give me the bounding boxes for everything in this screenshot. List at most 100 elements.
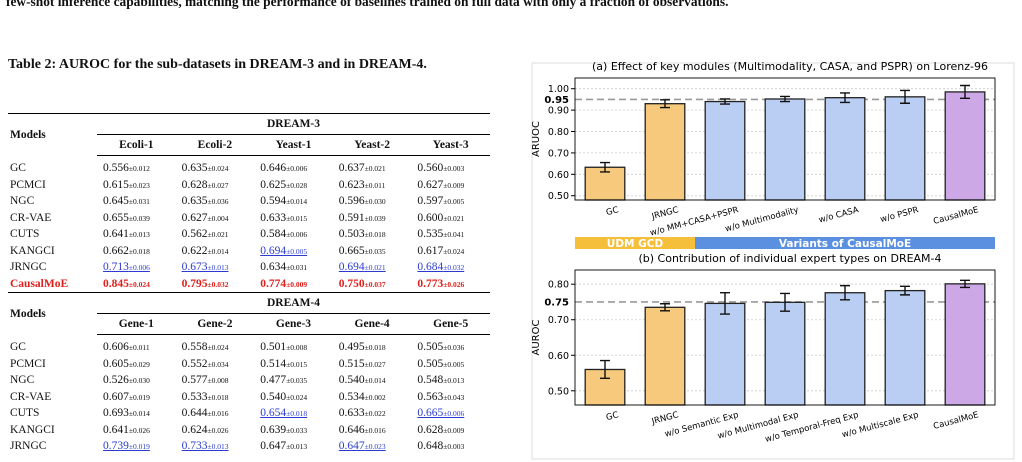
reference-label: 0.95 <box>544 95 569 106</box>
bar <box>764 301 806 406</box>
cell: 0.773±0.026 <box>411 276 490 293</box>
cell-std: ±0.036 <box>207 197 229 207</box>
cell: 0.713±0.006 <box>97 259 176 276</box>
cell: 0.563±0.043 <box>411 389 490 406</box>
cell: 0.633±0.022 <box>333 405 412 422</box>
cell: 0.562±0.021 <box>176 226 255 243</box>
cell-content: 0.646±0.006 <box>260 162 307 174</box>
cell-std: ±0.034 <box>207 359 229 369</box>
cell: 0.533±0.018 <box>176 389 255 406</box>
cell-std: ±0.004 <box>207 213 229 223</box>
cell-std: ±0.029 <box>128 359 150 369</box>
cell-value: 0.556 <box>103 162 129 175</box>
cell-value: 0.773 <box>417 277 444 290</box>
model-name: CR-VAE <box>10 390 52 403</box>
model-name: CausalMoE <box>10 277 69 290</box>
cell-content: 0.577±0.008 <box>182 374 229 386</box>
cell-value: 0.560 <box>417 162 444 175</box>
cell-content: 0.713±0.006 <box>103 261 150 273</box>
cell-content: 0.774±0.009 <box>260 278 307 290</box>
error-bar <box>900 285 910 296</box>
y-tick-label: 0.80 <box>548 127 569 138</box>
cell: 0.535±0.041 <box>411 226 490 243</box>
cell: 0.540±0.014 <box>333 372 412 389</box>
cell-std: ±0.031 <box>286 263 308 273</box>
cell-std: ±0.013 <box>128 230 150 240</box>
cell: 0.639±0.033 <box>254 422 333 439</box>
cell-value: 0.548 <box>417 374 444 387</box>
cell: 0.750±0.037 <box>333 276 412 293</box>
cell-content: 0.644±0.016 <box>182 407 229 419</box>
cell-value: 0.495 <box>338 341 365 354</box>
cell-value: 0.645 <box>103 195 129 208</box>
cell-std: ±0.023 <box>128 180 150 190</box>
cell-content: 0.655±0.039 <box>103 212 150 224</box>
column-header: Ecoli-2 <box>175 134 255 156</box>
cell-content: 0.584±0.006 <box>260 228 307 240</box>
cell-std: ±0.013 <box>207 442 229 452</box>
cell-std: ±0.018 <box>286 409 308 419</box>
cell-value: 0.597 <box>417 195 444 208</box>
error-bar <box>840 92 850 104</box>
cell-content: 0.641±0.026 <box>103 424 150 436</box>
cell-std: ±0.006 <box>286 164 308 174</box>
x-tick-label: GC <box>605 205 620 218</box>
cell-content: 0.597±0.005 <box>417 195 464 207</box>
cell-content: 0.648±0.003 <box>417 440 464 452</box>
cell: 0.594±0.014 <box>254 193 333 210</box>
cell: 0.558±0.024 <box>176 335 255 356</box>
cell-std: ±0.030 <box>128 376 150 386</box>
cell-value: 0.540 <box>338 374 365 387</box>
cell: 0.694±0.021 <box>333 259 412 276</box>
cell-content: 0.627±0.004 <box>182 212 229 224</box>
cell: 0.635±0.036 <box>176 193 255 210</box>
bar <box>944 91 986 201</box>
cell: 0.477±0.035 <box>254 372 333 389</box>
cell: 0.628±0.009 <box>411 422 490 439</box>
cell-value: 0.795 <box>181 277 208 290</box>
cell-std: ±0.002 <box>364 392 386 402</box>
y-tick-label: 0.90 <box>548 106 569 117</box>
data-row: NGC 0.645±0.031 0.635±0.036 0.594±0.014 0.59… <box>8 193 490 210</box>
cell: 0.625±0.028 <box>254 177 333 194</box>
cell-std: ±0.003 <box>443 442 465 452</box>
x-tick-label: JRNGC <box>650 410 680 427</box>
cell-content: 0.596±0.030 <box>339 195 386 207</box>
cell: 0.597±0.005 <box>411 193 490 210</box>
cell-value: 0.641 <box>103 228 129 241</box>
cell-std: ±0.019 <box>128 442 150 452</box>
cell: 0.526±0.030 <box>97 372 176 389</box>
cell: 0.647±0.023 <box>333 438 412 455</box>
y-axis-label: AUROC <box>531 320 542 356</box>
cell-content: 0.694±0.005 <box>260 245 307 257</box>
cell: 0.774±0.009 <box>254 276 333 293</box>
cell-value: 0.505 <box>417 357 444 370</box>
cell-std: ±0.008 <box>207 376 229 386</box>
model-name: CR-VAE <box>10 211 52 224</box>
cell-content: 0.540±0.024 <box>260 391 307 403</box>
plot-frame <box>574 269 996 406</box>
cell-value: 0.584 <box>260 228 287 241</box>
cell-value: 0.526 <box>103 374 129 387</box>
cell-content: 0.495±0.018 <box>339 341 386 353</box>
cell: 0.623±0.011 <box>333 177 412 194</box>
cell-value: 0.605 <box>103 357 129 370</box>
cell-value: 0.625 <box>260 178 287 191</box>
cell-std: ±0.003 <box>443 164 465 174</box>
data-row: KANGCI 0.662±0.018 0.622±0.014 0.694±0.005 0… <box>8 243 490 260</box>
figure: (a) Effect of key modules (Multimodality… <box>531 60 1015 460</box>
cell-value: 0.577 <box>181 374 208 387</box>
x-tick-label: GC <box>605 410 620 423</box>
cell: 0.591±0.039 <box>333 210 412 227</box>
subheader-row: Gene-1 Gene-2 Gene-3 Gene-4 Gene-5 <box>8 313 490 335</box>
cell: 0.694±0.005 <box>254 243 333 260</box>
group-label: UDM GCD <box>607 238 664 250</box>
cell-std: ±0.005 <box>443 359 465 369</box>
model-name: GC <box>10 162 26 174</box>
cell-content: 0.560±0.003 <box>417 162 464 174</box>
cell-value: 0.596 <box>338 195 365 208</box>
cell-content: 0.639±0.033 <box>260 424 307 436</box>
cell: 0.615±0.023 <box>97 177 176 194</box>
cell-std: ±0.015 <box>286 359 308 369</box>
cell-content: 0.665±0.035 <box>339 245 386 257</box>
